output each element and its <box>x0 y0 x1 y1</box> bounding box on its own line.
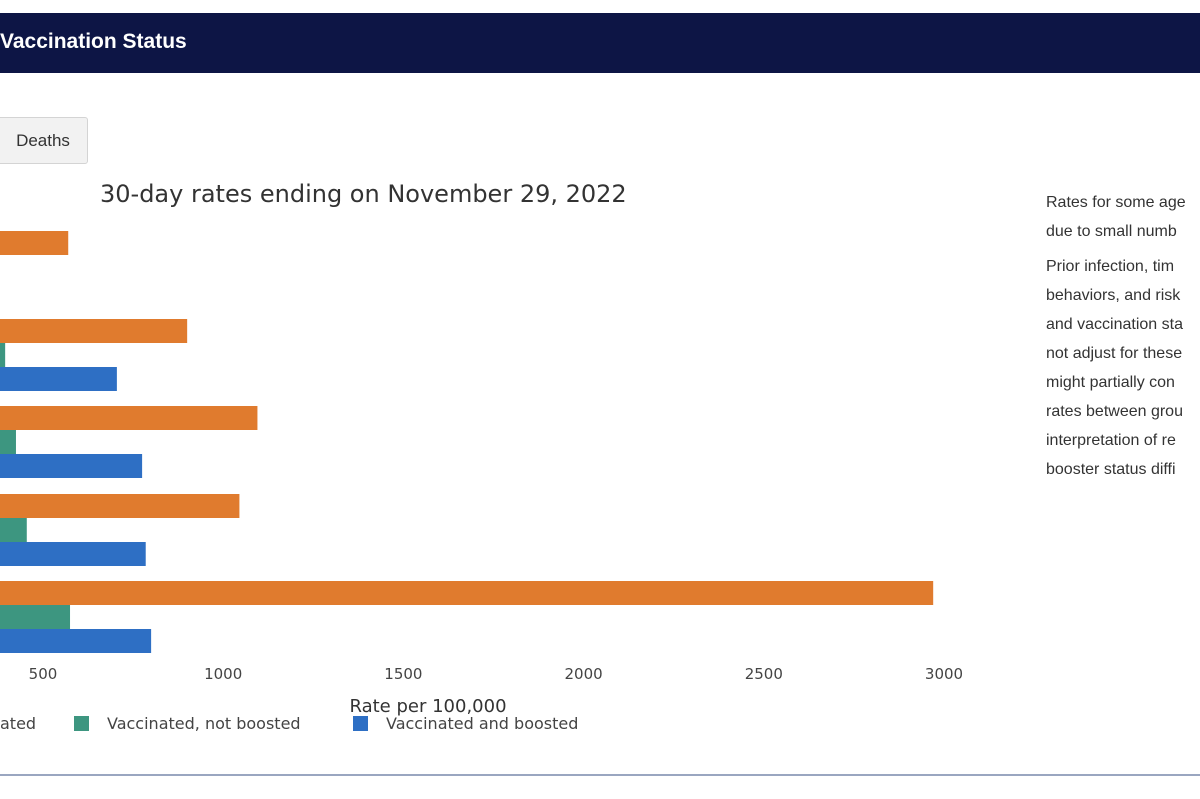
bar-vaccinated-not-boosted <box>0 605 71 629</box>
x-tick-label: 2500 <box>745 665 783 683</box>
note-line: booster status diffi <box>1046 461 1176 478</box>
legend-swatch <box>353 716 368 731</box>
page-title: Vaccination Status <box>0 30 187 53</box>
bar-unvaccinated <box>0 319 188 343</box>
note-line: might partially con <box>1046 374 1175 391</box>
bar-unvaccinated <box>0 406 258 430</box>
bar-chart: 500 1000 1500 2000 2500 3000 Rate per 100,000 <box>0 231 963 717</box>
bar-vaccinated-and-boosted <box>0 454 143 478</box>
note-line: due to small numb <box>1046 223 1177 240</box>
bar-vaccinated-not-boosted <box>0 343 6 367</box>
side-note: Rates for some age due to small numb Pri… <box>1046 188 1200 490</box>
legend-item-unvaccinated: ated <box>0 714 36 733</box>
legend-label: ated <box>0 714 37 733</box>
note-line: and vaccination sta <box>1046 316 1183 333</box>
bar-unvaccinated <box>0 231 69 255</box>
x-tick-label: 3000 <box>925 665 963 683</box>
legend-label: Vaccinated and boosted <box>386 714 579 733</box>
note-paragraph-2: Prior infection, tim behaviors, and risk… <box>1046 252 1200 484</box>
chart-legend: ated Vaccinated, not boosted Vaccinated … <box>0 714 700 738</box>
legend-label: Vaccinated, not boosted <box>107 714 301 733</box>
bar-vaccinated-not-boosted <box>0 518 27 542</box>
bar-vaccinated-and-boosted <box>0 367 117 391</box>
bar-vaccinated-and-boosted <box>0 629 152 653</box>
note-line: behaviors, and risk <box>1046 287 1181 304</box>
tab-deaths[interactable]: Deaths <box>0 117 88 164</box>
chart-title: 30-day rates ending on November 29, 2022 <box>100 180 627 208</box>
legend-item-vaccinated-not-boosted: Vaccinated, not boosted <box>74 714 301 733</box>
x-tick-label: 1500 <box>384 665 422 683</box>
x-tick-label: 1000 <box>204 665 242 683</box>
legend-item-vaccinated-and-boosted: Vaccinated and boosted <box>353 714 578 733</box>
legend-swatch <box>74 716 89 731</box>
x-tick-label: 500 <box>29 665 58 683</box>
note-line: Rates for some age <box>1046 194 1186 211</box>
note-paragraph-1: Rates for some age due to small numb <box>1046 188 1200 246</box>
bar-unvaccinated <box>0 581 934 605</box>
x-tick-label: 2000 <box>565 665 603 683</box>
x-axis-label: Rate per 100,000 <box>349 696 506 717</box>
note-line: interpretation of re <box>1046 432 1176 449</box>
bar-unvaccinated <box>0 494 240 518</box>
panel-bottom-border <box>0 774 1200 776</box>
note-line: rates between grou <box>1046 403 1183 420</box>
bar-vaccinated-and-boosted <box>0 542 146 566</box>
note-line: Prior infection, tim <box>1046 258 1175 275</box>
bar-vaccinated-not-boosted <box>0 430 16 454</box>
note-line: not adjust for these <box>1046 345 1183 362</box>
page-header: Vaccination Status <box>0 13 1200 73</box>
